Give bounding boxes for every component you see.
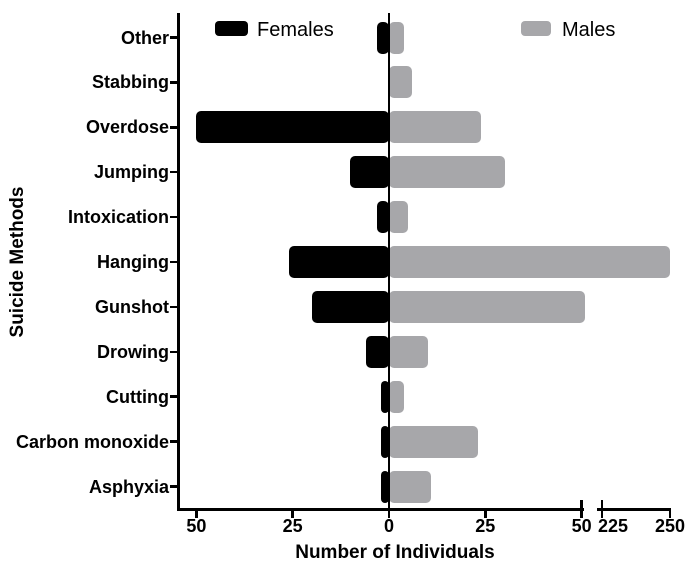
category-tick-drowing bbox=[170, 350, 177, 354]
x-tick-right-25 bbox=[484, 508, 487, 518]
bar-females-hanging bbox=[288, 246, 389, 278]
x-tick-left-25 bbox=[291, 508, 294, 518]
bar-males-intoxication bbox=[389, 201, 409, 234]
x-axis-title: Number of Individuals bbox=[295, 542, 495, 563]
x-tick-label-right-225: 225 bbox=[597, 516, 629, 536]
category-label-intoxication: Intoxication bbox=[67, 207, 169, 228]
x-tick-label-left-25: 25 bbox=[282, 516, 303, 536]
bar-males-cutting bbox=[389, 380, 405, 413]
bar-males-hanging bbox=[389, 246, 670, 278]
x-tick-label-right-50: 50 bbox=[571, 516, 592, 536]
legend-label-males: Males bbox=[562, 19, 616, 41]
zero-baseline bbox=[387, 13, 391, 509]
bar-females-gunshot bbox=[311, 290, 389, 323]
category-tick-jumping bbox=[170, 170, 177, 174]
category-label-cutting: Cutting bbox=[106, 386, 169, 407]
category-label-overdose: Overdose bbox=[85, 117, 169, 138]
bar-males-drowing bbox=[389, 335, 428, 368]
bar-females-asphyxia bbox=[381, 470, 389, 503]
category-label-gunshot: Gunshot bbox=[95, 296, 169, 317]
x-tick-label-right-25: 25 bbox=[475, 516, 496, 536]
bar-females-other bbox=[377, 21, 389, 54]
bar-males-asphyxia bbox=[389, 470, 432, 503]
category-tick-hanging bbox=[170, 260, 177, 264]
bar-females-intoxication bbox=[377, 201, 389, 234]
x-axis-line-left-segment bbox=[177, 507, 584, 511]
x-tick-right-250 bbox=[668, 508, 672, 518]
category-tick-asphyxia bbox=[170, 485, 177, 488]
bar-females-drowing bbox=[365, 335, 389, 368]
x-axis-line-right-segment bbox=[597, 507, 671, 511]
bar-males-overdose bbox=[389, 111, 482, 144]
category-tick-cutting bbox=[170, 395, 177, 398]
category-tick-overdose bbox=[170, 126, 177, 129]
category-label-drowing: Drowing bbox=[97, 341, 169, 362]
bar-females-jumping bbox=[350, 156, 389, 189]
category-tick-carbon-monoxide bbox=[170, 440, 177, 443]
category-label-carbon-monoxide: Carbon monoxide bbox=[15, 431, 169, 452]
bar-males-other bbox=[389, 21, 405, 54]
x-tick-zero-0 bbox=[387, 508, 391, 518]
bar-males-stabbing bbox=[389, 66, 413, 99]
bar-females-overdose bbox=[196, 111, 389, 144]
x-tick-right-50 bbox=[580, 500, 583, 518]
category-tick-intoxication bbox=[170, 215, 177, 219]
legend-swatch-females bbox=[215, 21, 248, 36]
bar-males-jumping bbox=[389, 156, 505, 189]
category-tick-other bbox=[170, 36, 177, 39]
bar-males-carbon-monoxide bbox=[389, 425, 478, 458]
category-label-asphyxia: Asphyxia bbox=[88, 476, 169, 497]
category-label-hanging: Hanging bbox=[97, 252, 169, 272]
x-tick-label-right-250: 250 bbox=[654, 516, 686, 536]
bar-males-gunshot bbox=[389, 290, 586, 323]
bar-females-carbon-monoxide bbox=[381, 425, 389, 458]
legend-label-females: Females bbox=[257, 19, 334, 41]
y-axis-line bbox=[177, 13, 180, 510]
category-tick-stabbing bbox=[170, 81, 177, 84]
x-tick-label-left-50: 50 bbox=[186, 516, 207, 536]
bar-females-cutting bbox=[381, 380, 389, 413]
category-label-other: Other bbox=[120, 27, 169, 48]
x-tick-left-50 bbox=[195, 508, 198, 518]
category-label-jumping: Jumping bbox=[94, 162, 169, 183]
legend-swatch-males bbox=[521, 21, 551, 36]
category-label-stabbing: Stabbing bbox=[92, 72, 169, 93]
x-tick-right-225 bbox=[600, 500, 604, 518]
x-tick-label-zero-0: 0 bbox=[383, 516, 394, 536]
category-tick-gunshot bbox=[170, 305, 177, 309]
